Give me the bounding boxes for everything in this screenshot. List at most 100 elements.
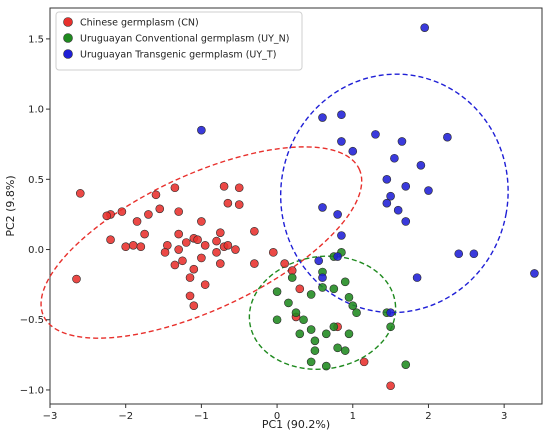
point-uy-t xyxy=(416,160,426,170)
legend-marker-cn xyxy=(63,17,73,27)
point-cn xyxy=(216,228,225,237)
ellipse-uy-n xyxy=(248,255,397,370)
point-cn xyxy=(181,238,191,247)
point-cn xyxy=(170,260,180,270)
point-uy-n xyxy=(352,308,361,318)
point-uy-n xyxy=(310,346,320,355)
y-tick-label: 0.5 xyxy=(28,175,44,186)
x-tick-label: −2 xyxy=(118,411,133,422)
point-uy-n xyxy=(329,322,339,332)
point-cn xyxy=(223,241,233,250)
point-cn xyxy=(151,190,161,200)
point-uy-n xyxy=(272,287,282,296)
point-cn xyxy=(178,256,187,266)
point-cn xyxy=(234,200,244,209)
point-uy-n xyxy=(401,360,411,369)
point-cn xyxy=(170,183,180,193)
point-cn xyxy=(72,274,81,284)
point-uy-t xyxy=(397,137,407,146)
point-cn xyxy=(102,211,112,221)
x-tick-label: 0 xyxy=(274,411,280,422)
point-uy-n xyxy=(306,290,316,299)
point-cn xyxy=(117,207,127,216)
y-tick-label: 1.5 xyxy=(28,34,44,45)
point-cn xyxy=(268,248,278,257)
point-cn xyxy=(250,259,259,268)
point-cn xyxy=(197,253,206,263)
point-uy-n xyxy=(340,277,350,287)
point-uy-t xyxy=(318,273,327,282)
point-cn xyxy=(75,189,85,198)
point-uy-n xyxy=(310,336,320,346)
point-cn xyxy=(234,183,244,193)
point-cn xyxy=(212,236,221,246)
x-tick-label: 1 xyxy=(350,411,356,422)
point-uy-t xyxy=(382,198,392,208)
point-cn xyxy=(121,242,130,252)
point-uy-t xyxy=(314,256,324,266)
point-uy-t xyxy=(371,130,380,139)
point-uy-n xyxy=(287,273,297,282)
point-cn xyxy=(174,229,183,239)
point-uy-t xyxy=(318,203,327,212)
point-uy-t xyxy=(401,217,411,226)
point-uy-n xyxy=(348,301,358,311)
point-cn xyxy=(189,301,199,311)
data-points xyxy=(72,23,539,391)
legend-label-cn: Chinese germplasm (CN) xyxy=(80,18,199,29)
point-uy-n xyxy=(272,315,282,325)
point-cn xyxy=(200,280,210,289)
point-cn xyxy=(174,207,183,216)
point-uy-n xyxy=(306,325,316,334)
legend-label-uy-n: Uruguayan Conventional germplasm (UY_N) xyxy=(80,34,289,45)
point-uy-t xyxy=(393,205,403,215)
point-uy-t xyxy=(401,182,411,191)
point-cn xyxy=(140,229,149,239)
y-axis-label: PC2 (9.8%) xyxy=(4,175,17,236)
point-cn xyxy=(193,235,202,245)
point-cn xyxy=(295,284,305,294)
point-uy-n xyxy=(284,298,293,308)
ellipse-uy-t xyxy=(279,73,509,314)
point-cn xyxy=(216,259,225,268)
legend-label-uy-t: Uruguayan Transgenic germplasm (UY_T) xyxy=(80,50,276,61)
point-cn xyxy=(185,291,195,301)
x-axis-label: PC1 (90.2%) xyxy=(262,418,330,431)
point-uy-n xyxy=(344,329,354,339)
point-uy-t xyxy=(197,125,206,135)
point-cn xyxy=(219,182,229,191)
point-uy-n xyxy=(321,329,331,339)
point-cn xyxy=(106,235,115,245)
point-cn xyxy=(174,245,183,254)
point-uy-t xyxy=(348,146,358,156)
x-axis-ticks: −3 −2 −1 0 1 2 3 xyxy=(43,404,507,422)
point-cn xyxy=(197,217,206,226)
point-cn xyxy=(128,241,138,250)
point-uy-t xyxy=(454,249,464,259)
point-uy-t xyxy=(424,186,433,195)
point-cn xyxy=(144,210,153,219)
plot-frame xyxy=(49,7,543,405)
point-cn xyxy=(155,204,165,214)
point-cn xyxy=(132,217,142,226)
point-uy-t xyxy=(386,191,395,201)
point-cn xyxy=(160,248,170,257)
point-uy-n xyxy=(329,284,339,294)
point-uy-n xyxy=(295,329,305,339)
point-cn xyxy=(359,357,369,367)
point-uy-t xyxy=(333,210,342,219)
x-tick-label: −1 xyxy=(194,411,209,422)
point-uy-t xyxy=(390,153,399,163)
y-tick-label: 0.0 xyxy=(28,245,44,256)
confidence-ellipses xyxy=(40,73,509,370)
legend: Chinese germplasm (CN) Uruguayan Convent… xyxy=(55,11,303,71)
point-uy-n xyxy=(318,283,327,292)
point-uy-n xyxy=(299,315,308,325)
point-uy-t xyxy=(420,23,429,32)
point-uy-t xyxy=(443,132,452,142)
point-cn xyxy=(386,381,395,391)
point-uy-t xyxy=(382,175,392,184)
point-cn xyxy=(189,264,199,274)
point-uy-t xyxy=(530,269,539,278)
